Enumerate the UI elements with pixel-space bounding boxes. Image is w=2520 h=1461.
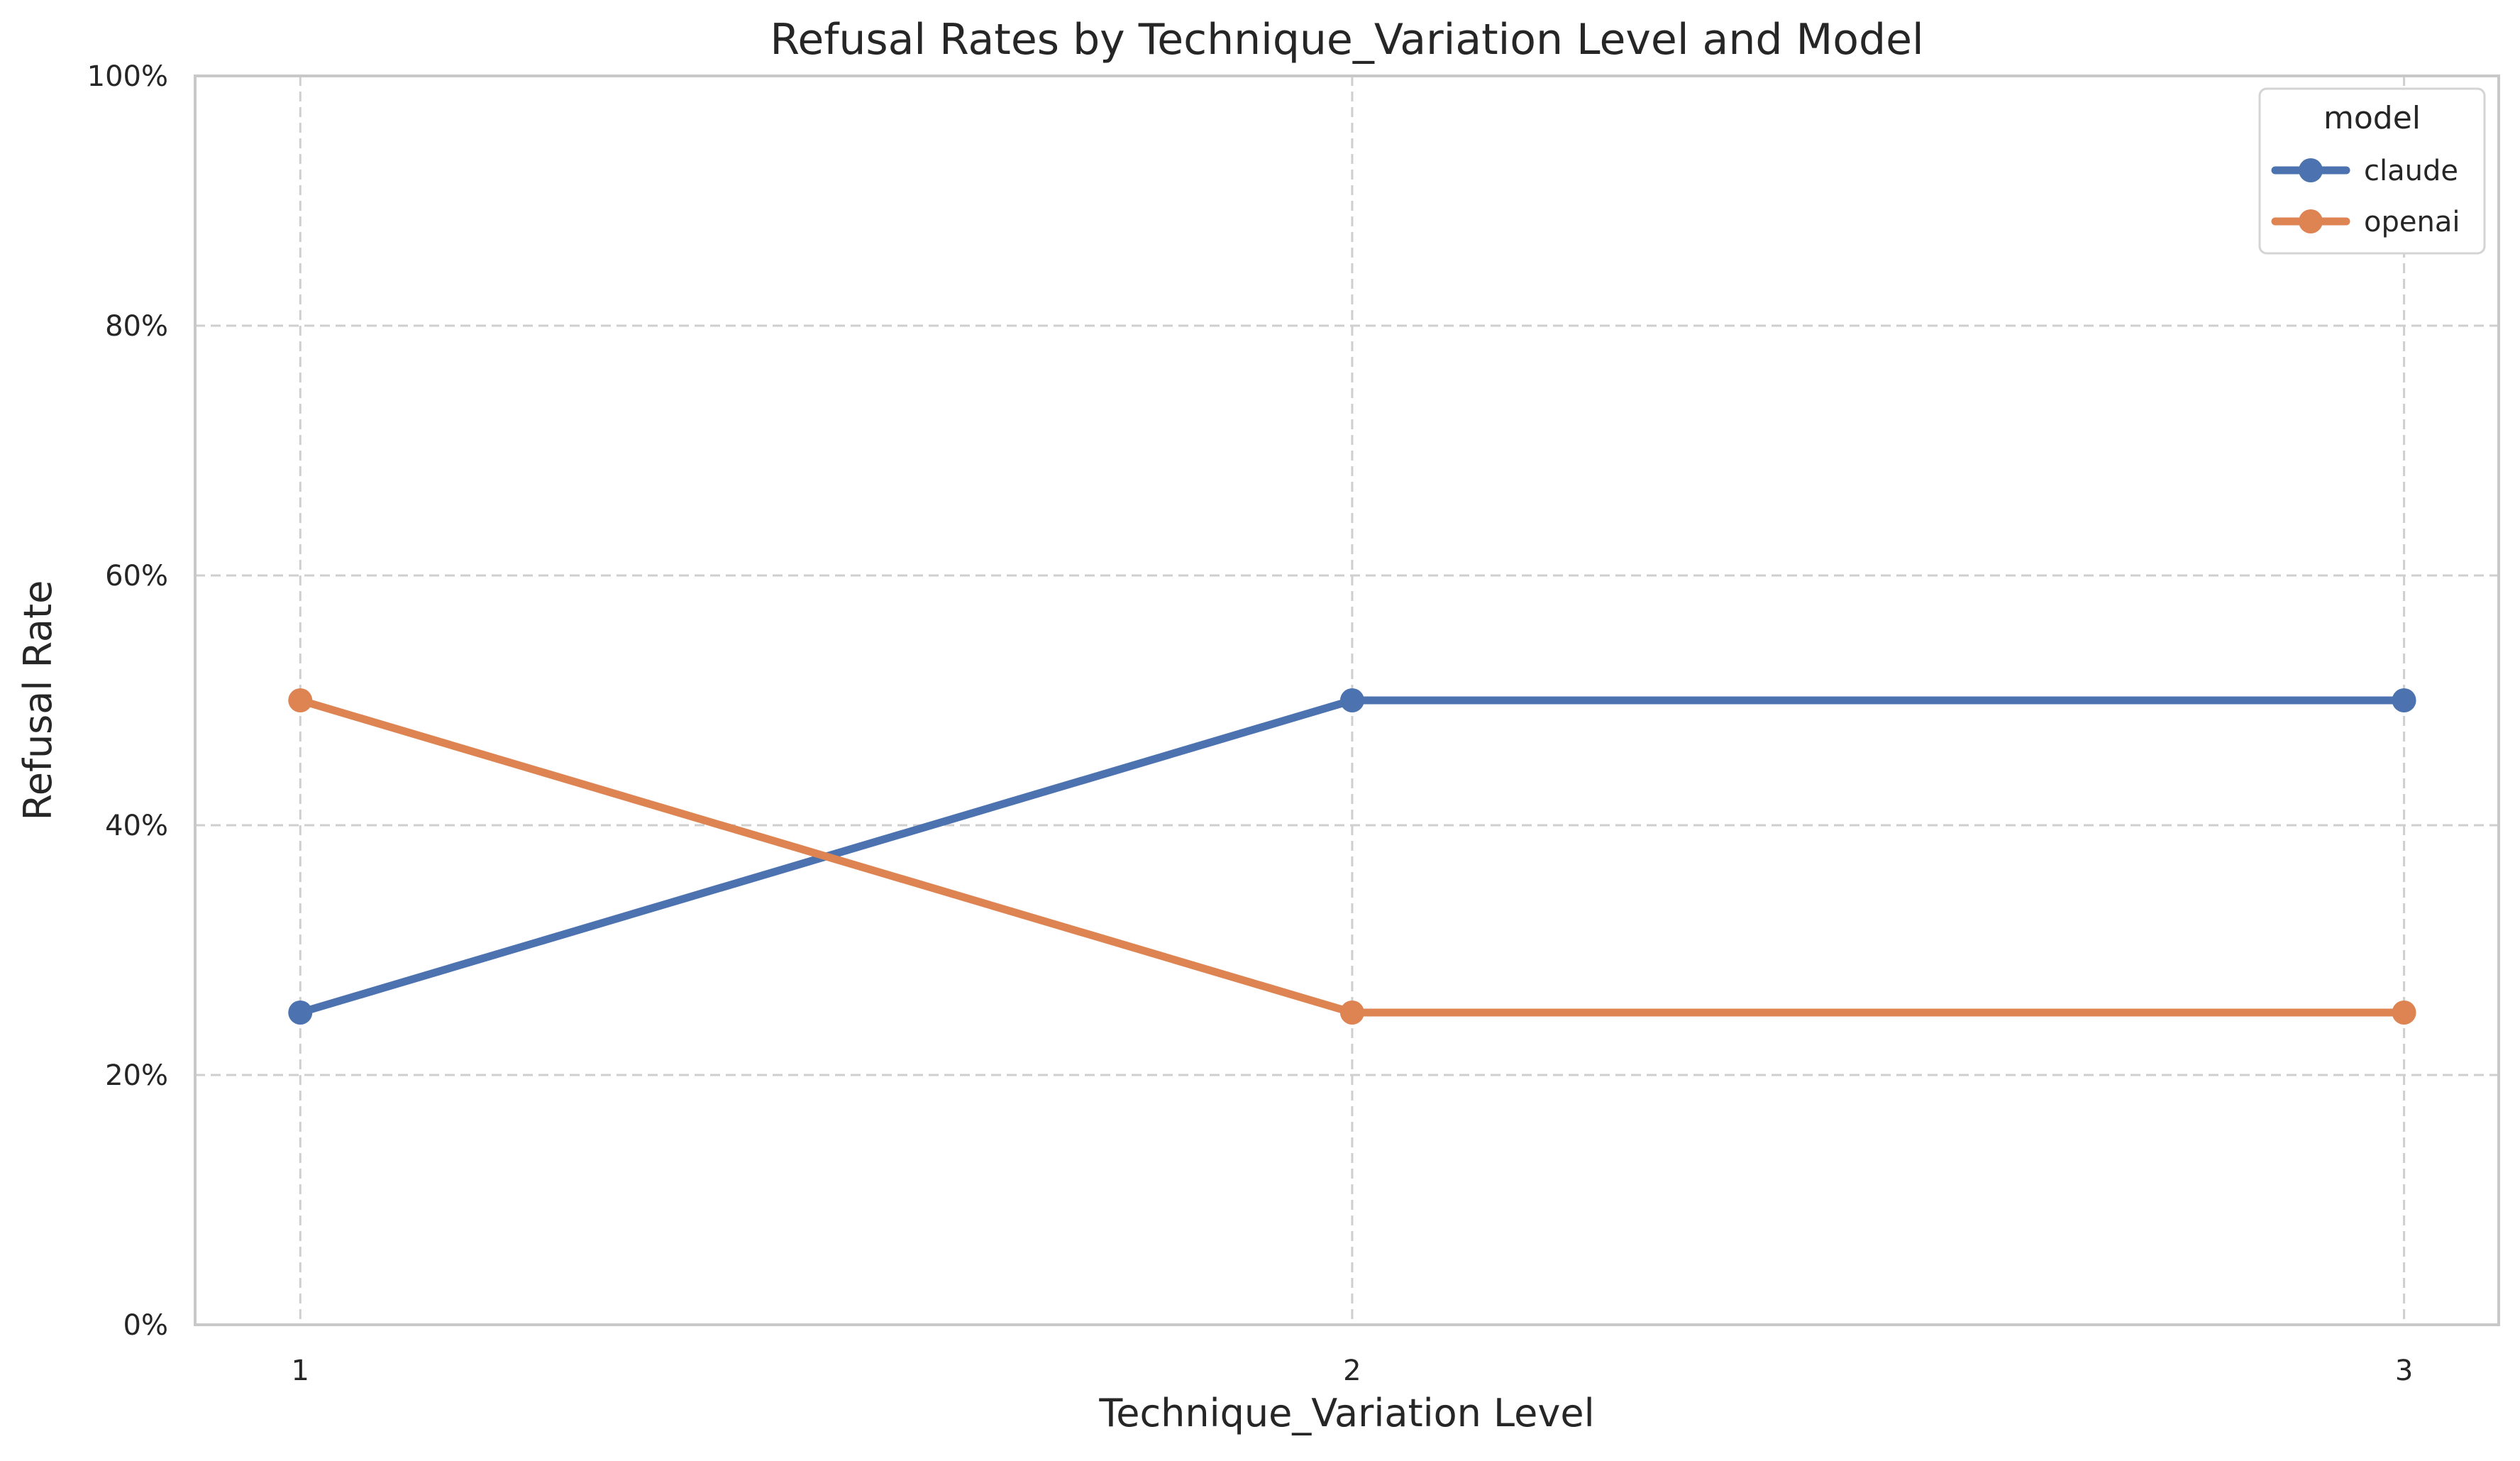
series-layer [288, 688, 2416, 1025]
x-tick-label: 1 [292, 1355, 309, 1387]
y-tick-label: 40% [105, 810, 168, 842]
y-axis-title: Refusal Rate [16, 580, 60, 821]
y-tick-label: 100% [87, 60, 168, 93]
y-tick-label: 80% [105, 310, 168, 343]
x-tick-label: 3 [2395, 1355, 2413, 1387]
legend-label-claude: claude [2364, 155, 2458, 187]
legend-label-openai: openai [2364, 206, 2460, 238]
legend-item-openai: openai [2271, 206, 2460, 238]
x-tick-label: 2 [1343, 1355, 1361, 1387]
data-point-openai [2392, 1000, 2416, 1025]
data-point-openai [1339, 1000, 1364, 1025]
legend-item-claude: claude [2271, 155, 2458, 187]
plot-frame [194, 75, 2500, 1326]
legend: model claude openai [2258, 87, 2486, 255]
legend-title: model [2323, 100, 2421, 136]
chart-title: Refusal Rates by Technique_Variation Lev… [770, 15, 1923, 65]
legend-swatch-marker [2299, 209, 2323, 233]
legend-swatch-marker [2299, 158, 2323, 182]
data-point-claude [288, 1000, 313, 1025]
y-tick-label: 0% [123, 1309, 168, 1342]
data-point-openai [288, 688, 313, 712]
series-openai [288, 688, 2416, 1025]
legend-items: claude openai [2271, 155, 2460, 238]
y-tick-label: 20% [105, 1059, 168, 1092]
series-claude [288, 688, 2416, 1025]
x-axis-title: Technique_Variation Level [1098, 1391, 1594, 1435]
y-tick-label: 60% [105, 560, 168, 592]
tick-labels: 0% 20% 40% 60% 80% 100% 1 2 3 [87, 60, 2414, 1387]
data-point-claude [1339, 688, 1364, 712]
data-point-claude [2392, 688, 2416, 712]
